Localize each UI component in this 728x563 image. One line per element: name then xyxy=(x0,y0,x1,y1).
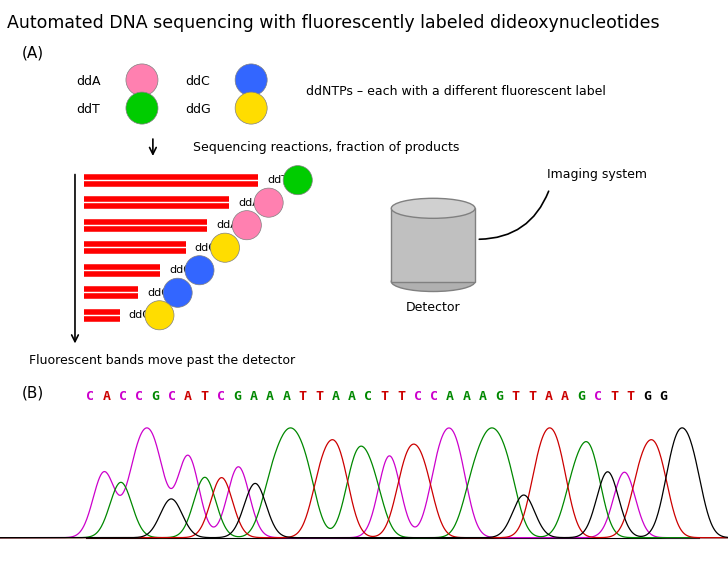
Text: T: T xyxy=(610,390,618,404)
Ellipse shape xyxy=(392,198,475,218)
Text: Imaging system: Imaging system xyxy=(547,168,647,181)
Text: C: C xyxy=(365,390,372,404)
Text: C: C xyxy=(217,390,225,404)
Text: A: A xyxy=(545,390,553,404)
Text: (B): (B) xyxy=(22,386,44,401)
Text: Automated DNA sequencing with fluorescently labeled dideoxynucleotides: Automated DNA sequencing with fluorescen… xyxy=(7,14,660,32)
Ellipse shape xyxy=(235,64,267,96)
Text: T: T xyxy=(397,390,405,404)
Text: T: T xyxy=(299,390,306,404)
Text: ddC: ddC xyxy=(186,75,210,88)
Text: ddG: ddG xyxy=(129,310,151,320)
Text: A: A xyxy=(348,390,356,404)
Text: T: T xyxy=(381,390,389,404)
Text: ddA: ddA xyxy=(76,75,101,88)
Text: G: G xyxy=(643,390,651,404)
Ellipse shape xyxy=(254,188,283,217)
Text: A: A xyxy=(102,390,110,404)
Text: C: C xyxy=(135,390,143,404)
Ellipse shape xyxy=(235,92,267,124)
Bar xyxy=(392,208,475,282)
Text: (A): (A) xyxy=(22,45,44,60)
Text: G: G xyxy=(151,390,159,404)
Ellipse shape xyxy=(392,271,475,292)
Text: ddA: ddA xyxy=(238,198,260,208)
Text: ddT: ddT xyxy=(76,103,100,117)
Text: ddNTPs – each with a different fluorescent label: ddNTPs – each with a different fluoresce… xyxy=(306,84,606,98)
Text: A: A xyxy=(561,390,569,404)
Text: C: C xyxy=(430,390,438,404)
Text: ddC: ddC xyxy=(169,265,191,275)
Text: A: A xyxy=(266,390,274,404)
Text: Detector: Detector xyxy=(405,301,461,314)
Text: A: A xyxy=(479,390,487,404)
Text: C: C xyxy=(86,390,94,404)
Ellipse shape xyxy=(126,64,158,96)
Text: T: T xyxy=(528,390,536,404)
Text: A: A xyxy=(184,390,192,404)
Ellipse shape xyxy=(185,256,214,285)
Text: T: T xyxy=(626,390,634,404)
Text: ddG: ddG xyxy=(194,243,217,253)
Text: A: A xyxy=(250,390,258,404)
Text: G: G xyxy=(234,390,241,404)
Text: G: G xyxy=(577,390,585,404)
Ellipse shape xyxy=(210,233,240,262)
Text: G: G xyxy=(659,390,667,404)
Text: C: C xyxy=(414,390,422,404)
Ellipse shape xyxy=(283,166,312,195)
Ellipse shape xyxy=(145,301,174,330)
Text: C: C xyxy=(119,390,127,404)
Text: ddG: ddG xyxy=(186,103,211,117)
Text: A: A xyxy=(332,390,339,404)
Text: A: A xyxy=(446,390,454,404)
Text: T: T xyxy=(512,390,520,404)
Ellipse shape xyxy=(126,92,158,124)
Text: C: C xyxy=(167,390,175,404)
Ellipse shape xyxy=(163,278,192,307)
Text: A: A xyxy=(463,390,470,404)
Text: C: C xyxy=(593,390,601,404)
Text: Fluorescent bands move past the detector: Fluorescent bands move past the detector xyxy=(29,354,296,367)
Text: ddT: ddT xyxy=(267,175,288,185)
Ellipse shape xyxy=(232,211,261,240)
Text: Sequencing reactions, fraction of products: Sequencing reactions, fraction of produc… xyxy=(193,141,459,154)
Text: G: G xyxy=(495,390,503,404)
Text: A: A xyxy=(282,390,290,404)
Text: T: T xyxy=(315,390,323,404)
Text: T: T xyxy=(200,390,208,404)
Text: ddC: ddC xyxy=(147,288,169,298)
Text: ddA: ddA xyxy=(216,220,238,230)
